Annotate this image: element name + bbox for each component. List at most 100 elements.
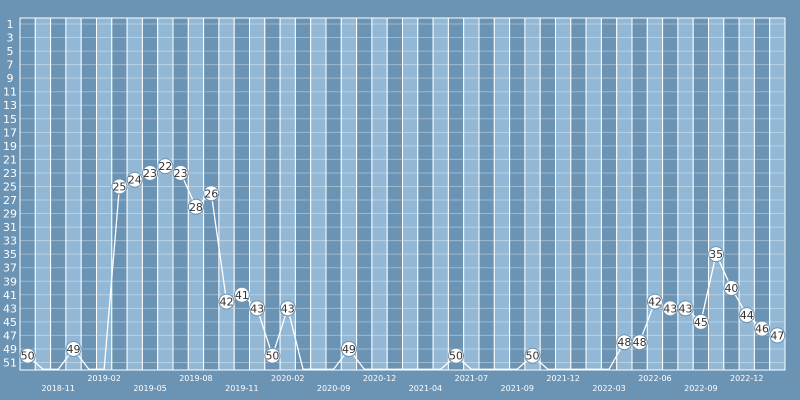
data-label: 40 [724, 282, 738, 295]
data-marker [738, 307, 755, 324]
data-label: 43 [250, 302, 264, 315]
y-tick-label: 21 [3, 153, 17, 166]
y-tick-label: 45 [3, 316, 17, 329]
data-label: 43 [281, 302, 295, 315]
data-label: 49 [342, 343, 356, 356]
data-label: 26 [204, 187, 218, 200]
data-label: 43 [679, 302, 693, 315]
column-stripe [65, 17, 82, 371]
y-tick-label: 1 [7, 18, 14, 31]
x-tick-label: 2019-02 [87, 374, 120, 383]
data-marker [249, 300, 266, 317]
data-label: 49 [67, 343, 81, 356]
data-marker [692, 313, 709, 330]
column-stripe [294, 17, 312, 371]
data-marker [233, 286, 250, 303]
x-tick-label: 2020-02 [271, 374, 304, 383]
data-label: 50 [449, 350, 463, 363]
data-label: 22 [158, 160, 172, 173]
column-stripe [524, 17, 541, 371]
y-tick-label: 43 [3, 302, 17, 315]
x-tick-label: 2019-05 [133, 384, 166, 393]
data-marker [646, 293, 663, 310]
x-tick-label: 2022-03 [592, 384, 625, 393]
column-stripes [19, 17, 786, 371]
column-stripe [555, 17, 572, 371]
x-tick-label: 2020-12 [363, 374, 396, 383]
data-label: 48 [633, 336, 647, 349]
data-label: 28 [189, 201, 203, 214]
y-tick-label: 47 [3, 329, 17, 342]
data-label: 48 [617, 336, 631, 349]
data-marker [157, 158, 174, 175]
column-stripe [19, 17, 36, 371]
data-label: 44 [740, 309, 754, 322]
column-stripe [340, 17, 358, 371]
data-label: 41 [235, 289, 249, 302]
column-stripe [233, 17, 250, 371]
column-stripe [677, 17, 694, 371]
data-marker [65, 340, 82, 357]
data-label: 45 [694, 316, 708, 329]
data-label: 43 [663, 302, 677, 315]
x-axis-ticks: 2018-11 2019-02 2019-05 2019-08 2019-11 2020-… [42, 374, 764, 393]
column-stripe [50, 17, 67, 371]
x-tick-label: 2019-08 [179, 374, 212, 383]
column-stripe [264, 17, 281, 371]
column-stripe [493, 17, 511, 371]
column-stripe [478, 17, 495, 371]
data-marker [769, 327, 786, 344]
data-marker [708, 246, 725, 263]
column-stripe [279, 17, 296, 371]
data-marker [754, 320, 771, 337]
y-tick-label: 23 [3, 167, 17, 180]
column-stripe [417, 17, 434, 371]
column-stripe [585, 17, 602, 371]
data-marker [111, 178, 128, 195]
data-marker [723, 280, 740, 297]
data-marker [279, 300, 296, 317]
column-stripe [509, 17, 526, 371]
data-marker [677, 300, 694, 317]
data-label: 23 [174, 167, 188, 180]
x-tick-label: 2018-11 [42, 384, 75, 393]
column-stripe [402, 17, 419, 371]
data-marker [631, 334, 648, 351]
y-tick-label: 5 [7, 45, 14, 58]
column-stripe [310, 17, 327, 371]
x-tick-label: 2022-09 [684, 384, 717, 393]
data-label: 46 [755, 323, 769, 336]
x-tick-label: 2019-11 [225, 384, 258, 393]
data-label: 24 [128, 174, 142, 187]
x-tick-label: 2022-06 [638, 374, 671, 383]
column-stripe [600, 17, 618, 371]
data-label: 35 [709, 248, 723, 261]
y-tick-label: 29 [3, 208, 17, 221]
column-stripe [386, 17, 404, 371]
data-label: 23 [143, 167, 157, 180]
data-label: 47 [770, 329, 784, 342]
y-tick-label: 9 [7, 72, 14, 85]
column-stripe [126, 17, 143, 371]
y-tick-label: 3 [7, 32, 14, 45]
column-stripe [96, 17, 113, 371]
y-tick-label: 33 [3, 235, 17, 248]
column-stripe [539, 17, 557, 371]
y-tick-label: 49 [3, 343, 17, 356]
x-tick-label: 2021-12 [546, 374, 579, 383]
data-marker [448, 347, 465, 364]
data-label: 50 [526, 350, 540, 363]
column-stripe [723, 17, 740, 371]
y-tick-label: 11 [3, 86, 17, 99]
column-stripe [141, 17, 159, 371]
y-tick-label: 35 [3, 248, 17, 261]
data-marker [142, 164, 159, 181]
y-tick-label: 15 [3, 113, 17, 126]
column-stripe [172, 17, 189, 371]
y-axis-ticks: 1357911131517192123252729313335373941434… [3, 18, 17, 370]
data-marker [19, 347, 36, 364]
y-tick-label: 37 [3, 262, 17, 275]
column-stripe [616, 17, 633, 371]
y-tick-label: 17 [3, 126, 17, 139]
